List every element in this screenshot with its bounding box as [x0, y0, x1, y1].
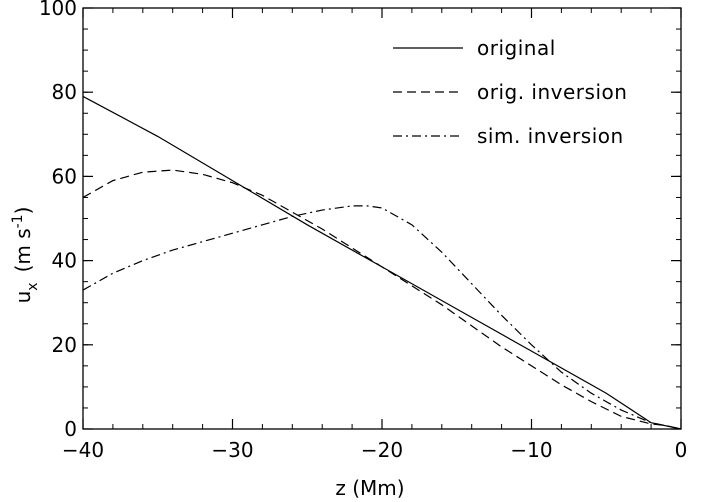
x-tick-labels: −40 −30 −20 −10 0	[62, 438, 687, 462]
legend-label-2: orig. inversion	[477, 80, 627, 104]
minor-ticks	[82, 7, 682, 430]
y-axis-label: ux (m s-1)	[10, 207, 41, 304]
x-tick-label: 0	[675, 438, 688, 462]
legend-label-3: sim. inversion	[477, 124, 624, 148]
plot-frame	[82, 7, 682, 430]
y-tick-label: 40	[52, 249, 77, 273]
y-tick-label: 100	[39, 0, 77, 20]
y-tick-label: 60	[52, 164, 77, 188]
series-line-2	[82, 169, 682, 430]
x-axis-label: z (Mm)	[335, 476, 404, 500]
x-tick-label: −30	[211, 438, 253, 462]
x-tick-label: −40	[62, 438, 104, 462]
y-axis-label-units-sup: -1	[10, 214, 26, 228]
y-axis-label-sub: x	[25, 282, 41, 290]
y-axis-label-base: u	[11, 291, 35, 304]
y-axis-label-units-close: )	[11, 207, 35, 215]
major-ticks	[82, 7, 682, 430]
y-tick-label: 20	[52, 333, 77, 357]
y-axis-label-units: (m s	[11, 228, 35, 272]
x-tick-label: −20	[361, 438, 403, 462]
series-line-3	[82, 205, 682, 430]
series-lines	[82, 95, 682, 430]
y-tick-label: 80	[52, 80, 77, 104]
y-tick-labels: 0 20 40 60 80 100	[39, 0, 77, 441]
series-line-1	[82, 95, 682, 430]
legend: original orig. inversion sim. inversion	[393, 36, 627, 148]
legend-label-1: original	[477, 36, 556, 60]
x-tick-label: −10	[510, 438, 552, 462]
y-tick-label: 0	[64, 417, 77, 441]
